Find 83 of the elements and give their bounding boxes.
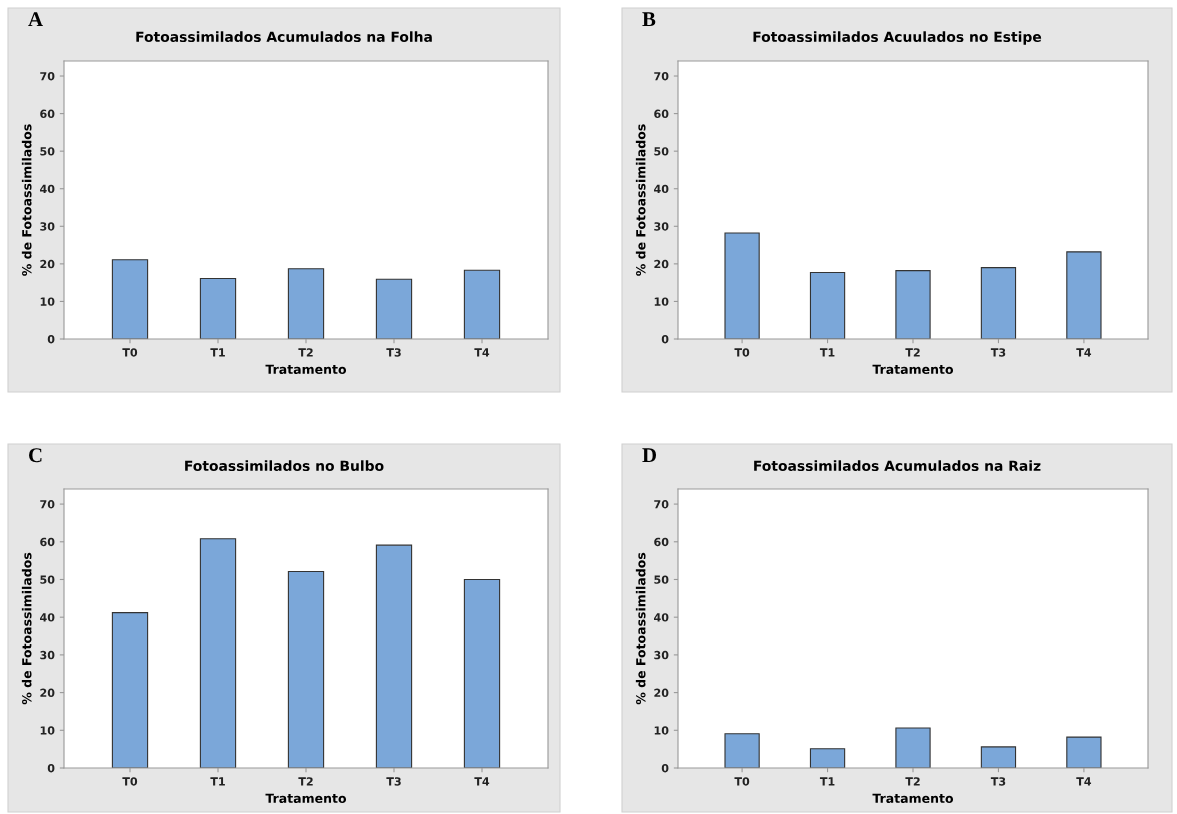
y-tick-label: 50	[40, 575, 55, 584]
y-tick-label: 50	[40, 147, 55, 156]
x-axis-title: Tratamento	[265, 364, 347, 375]
y-tick-label: 30	[40, 222, 55, 231]
bar	[724, 232, 760, 339]
x-tick-label: T2	[298, 348, 313, 357]
bar	[463, 578, 501, 768]
x-tick-label: T1	[210, 348, 225, 357]
y-axis-title: % de Fotoassimilados	[21, 552, 32, 705]
y-axis-title: % de Fotoassimilados	[21, 124, 32, 276]
y-tick-label: 60	[654, 537, 669, 547]
y-tick-label: 60	[40, 109, 55, 118]
bar	[287, 571, 325, 768]
x-tick-label: T3	[990, 348, 1006, 357]
x-axis-title: Tratamento	[872, 364, 954, 375]
x-tick-label: T3	[386, 777, 401, 786]
x-tick-label: T0	[122, 348, 138, 357]
y-axis-title: % de Fotoassimilados	[635, 124, 646, 276]
bar	[111, 612, 149, 768]
y-tick-label: 0	[47, 334, 55, 344]
y-tick-label: 50	[654, 147, 669, 156]
bar	[199, 538, 237, 768]
x-tick-label: T1	[210, 777, 225, 786]
x-tick-label: T1	[819, 777, 835, 786]
y-tick-label: 0	[661, 334, 669, 344]
bar	[980, 746, 1017, 768]
x-tick-label: T0	[734, 777, 750, 786]
chart-title: Fotoassimilados Acuulados no Estipe	[753, 31, 1042, 45]
y-tick-label: 60	[40, 537, 55, 547]
y-tick-label: 10	[40, 297, 55, 306]
y-tick-label: 70	[654, 500, 669, 509]
y-tick-label: 10	[40, 726, 55, 735]
x-tick-label: T3	[386, 348, 401, 357]
x-tick-label: T2	[905, 348, 920, 357]
chart-title: Fotoassimilados Acumulados na Folha	[136, 31, 432, 43]
y-tick-label: 20	[654, 688, 669, 697]
bar	[895, 727, 931, 768]
chart-title: Fotoassimilados Acumulados na Raiz	[754, 460, 1041, 472]
bar	[724, 733, 760, 768]
x-axis-title: Tratamento	[265, 793, 347, 804]
text: B	[642, 12, 656, 27]
x-tick-label: T4	[1076, 777, 1092, 786]
y-tick-label: 40	[40, 184, 55, 194]
y-tick-label: 70	[40, 500, 55, 509]
y-tick-label: 70	[40, 72, 55, 81]
x-tick-label: T2	[298, 777, 313, 786]
bar	[895, 270, 931, 339]
bar	[375, 544, 413, 768]
y-tick-label: 40	[654, 184, 669, 194]
y-tick-label: 40	[40, 613, 55, 622]
y-axis-title: % de Fotoassimilados	[635, 552, 646, 705]
y-tick-label: 0	[661, 763, 669, 773]
x-tick-label: T4	[1076, 348, 1092, 357]
x-tick-label: T1	[819, 348, 835, 357]
y-tick-label: 10	[654, 297, 669, 306]
text: D	[642, 448, 657, 463]
bar	[1066, 251, 1102, 339]
x-tick-label: T2	[905, 777, 920, 786]
x-tick-label: T4	[474, 777, 490, 786]
bar	[809, 271, 846, 339]
y-tick-label: 40	[654, 613, 669, 622]
y-tick-label: 0	[47, 763, 55, 773]
y-tick-label: 60	[654, 109, 669, 118]
y-tick-label: 20	[40, 688, 55, 697]
bar	[1066, 736, 1102, 768]
text: A	[28, 12, 43, 27]
y-tick-label: 30	[654, 650, 669, 660]
y-tick-label: 20	[40, 259, 55, 269]
y-tick-label: 30	[654, 222, 669, 231]
x-tick-label: T3	[990, 777, 1006, 786]
text: C	[29, 448, 42, 463]
bar	[980, 267, 1017, 339]
x-axis-title: Tratamento	[872, 793, 954, 804]
y-tick-label: 50	[654, 575, 669, 584]
y-tick-label: 70	[654, 72, 669, 81]
bar	[809, 748, 846, 768]
x-tick-label: T4	[474, 348, 490, 357]
y-tick-label: 30	[40, 650, 55, 660]
x-tick-label: T0	[734, 348, 750, 357]
chart-title: Fotoassimilados no Bulbo	[185, 460, 384, 472]
x-tick-label: T0	[122, 777, 138, 786]
y-tick-label: 20	[654, 259, 669, 269]
y-tick-label: 10	[654, 726, 669, 735]
